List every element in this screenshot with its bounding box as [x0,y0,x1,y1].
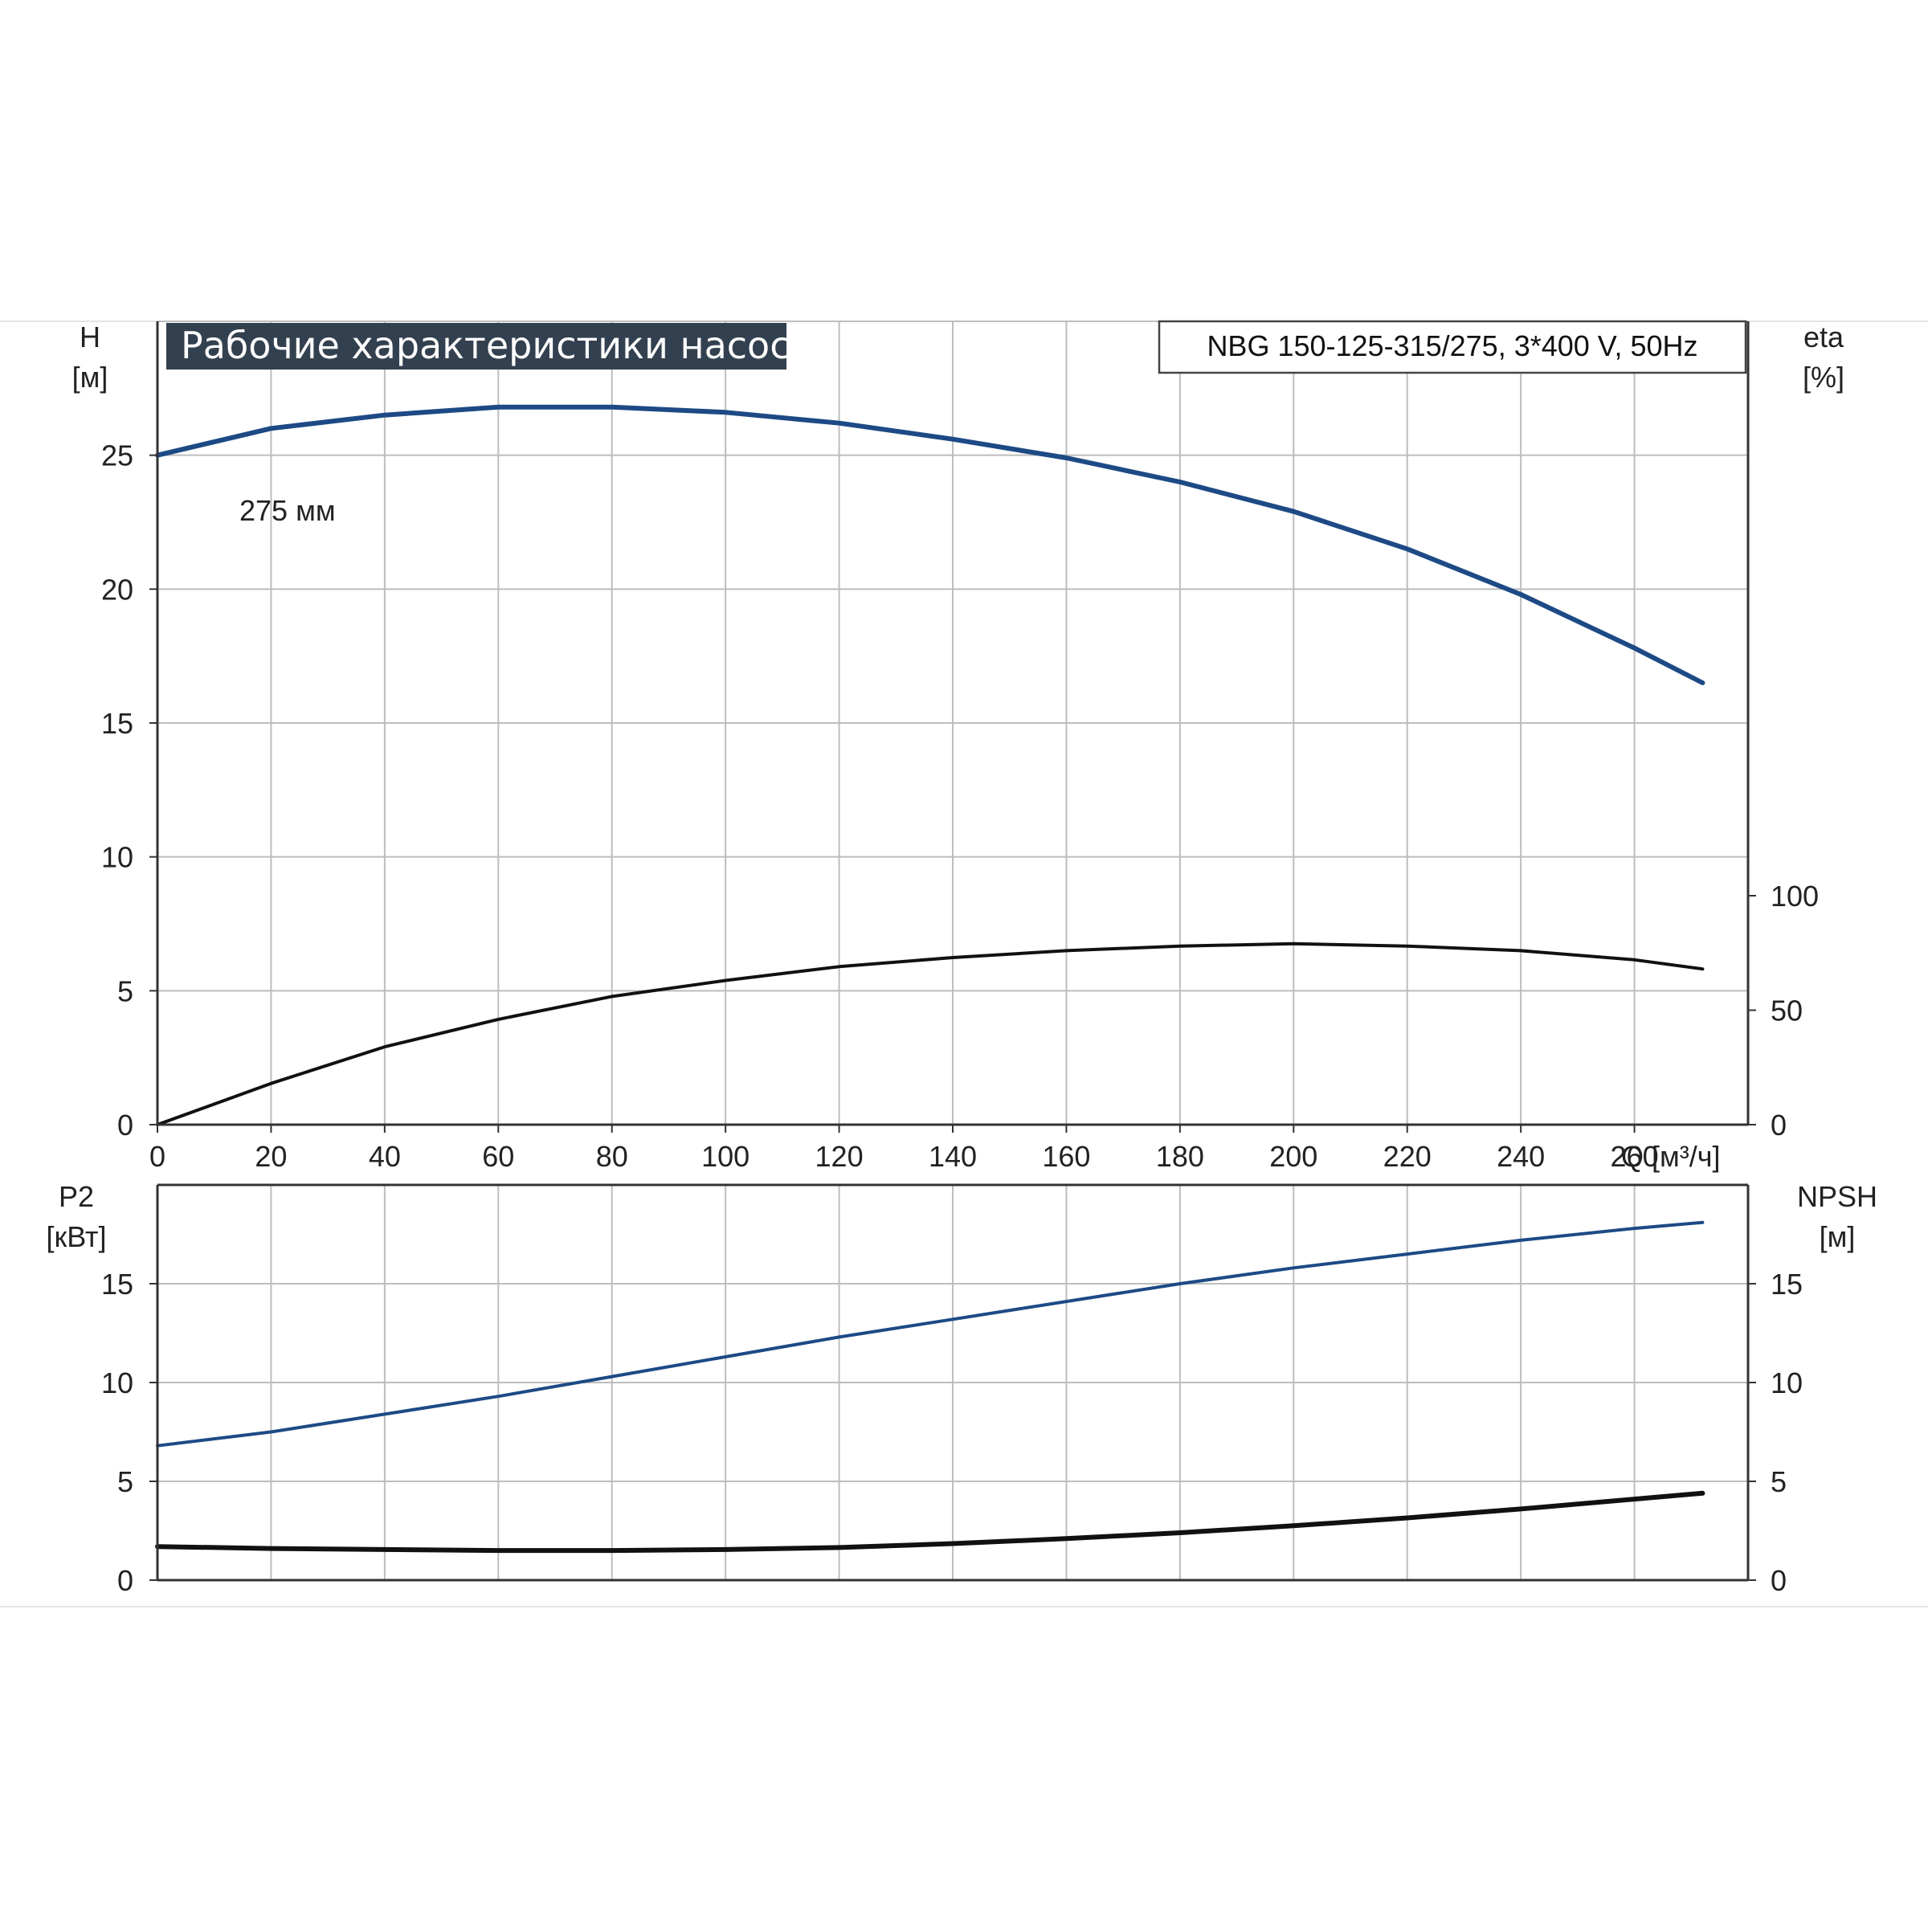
upper-curves [155,404,1705,1126]
npsh-tick-label: 5 [1771,1465,1787,1498]
p2-axis-unit: [кВт] [46,1220,106,1253]
q-tick-label: 20 [255,1140,287,1173]
h-tick-label: 25 [101,439,133,472]
h-tick-label: 10 [101,841,133,874]
upper-plot: 0 5 10 15 20 25 0 50 100 0 20 40 60 80 100 120 140 160 180… [72,320,1844,1173]
eta-axis-unit: [%] [1803,361,1844,394]
q-tick-label: 240 [1497,1140,1545,1173]
eta-tick-label: 0 [1771,1109,1787,1142]
p2-tick-label: 15 [101,1268,133,1301]
npsh-tick-label: 0 [1771,1564,1787,1597]
npsh-curve [155,1490,1705,1554]
q-tick-label: 0 [149,1140,165,1173]
q-tick-label: 200 [1269,1140,1317,1173]
eta-tick-label: 50 [1771,995,1803,1027]
h-tick-label: 15 [101,707,133,740]
model-box [1158,320,1747,374]
p2-tick-label: 10 [101,1366,133,1399]
h-axis-unit: [м] [72,361,108,394]
efficiency-curve [156,941,1705,1126]
q-tick-label: 80 [596,1140,628,1173]
h-axis-label: H [80,321,100,353]
q-tick-label: 180 [1156,1140,1204,1173]
eta-tick-label: 100 [1771,880,1819,913]
head-curve [155,404,1705,685]
model-label: NBG 150-125-315/275, 3*400 V, 50Hz [1207,329,1697,362]
q-tick-label: 60 [482,1140,514,1173]
q-axis-label: Q [м³/ч] [1621,1140,1721,1173]
q-tick-label: 120 [815,1140,864,1173]
eta-axis-label: eta [1803,321,1844,353]
lower-plot: 0 5 10 15 0 5 10 15 P2 [кВт] NPSH [м] [46,1180,1877,1597]
npsh-axis-label: NPSH [1797,1180,1877,1213]
npsh-tick-label: 10 [1771,1366,1803,1399]
h-tick-label: 0 [117,1109,133,1142]
upper-grid [157,321,1749,1125]
q-tick-label: 260 [1611,1140,1659,1173]
upper-ticks: 0 5 10 15 20 25 0 50 100 0 20 40 60 80 100 120 140 160 180… [101,439,1819,1173]
npsh-axis-unit: [м] [1820,1220,1856,1253]
h-tick-label: 5 [117,974,133,1007]
lower-ticks: 0 5 10 15 0 5 10 15 [101,1268,1803,1597]
p2-tick-label: 0 [117,1564,133,1597]
chart-title: Рабочие характеристики насоса [181,324,813,367]
curve-label-275: 275 мм [239,494,336,527]
h-tick-label: 20 [101,573,133,606]
lower-grid [157,1185,1749,1580]
npsh-tick-label: 15 [1771,1268,1803,1301]
q-tick-label: 100 [701,1140,750,1173]
p2-axis-label: P2 [59,1180,94,1213]
p2-tick-label: 5 [117,1465,133,1498]
q-tick-label: 40 [369,1140,401,1173]
q-tick-label: 160 [1042,1140,1090,1173]
title-background [166,323,786,370]
lower-curves [155,1220,1705,1554]
q-tick-label: 140 [929,1140,977,1173]
power-curve [156,1220,1705,1448]
q-tick-label: 220 [1383,1140,1432,1173]
